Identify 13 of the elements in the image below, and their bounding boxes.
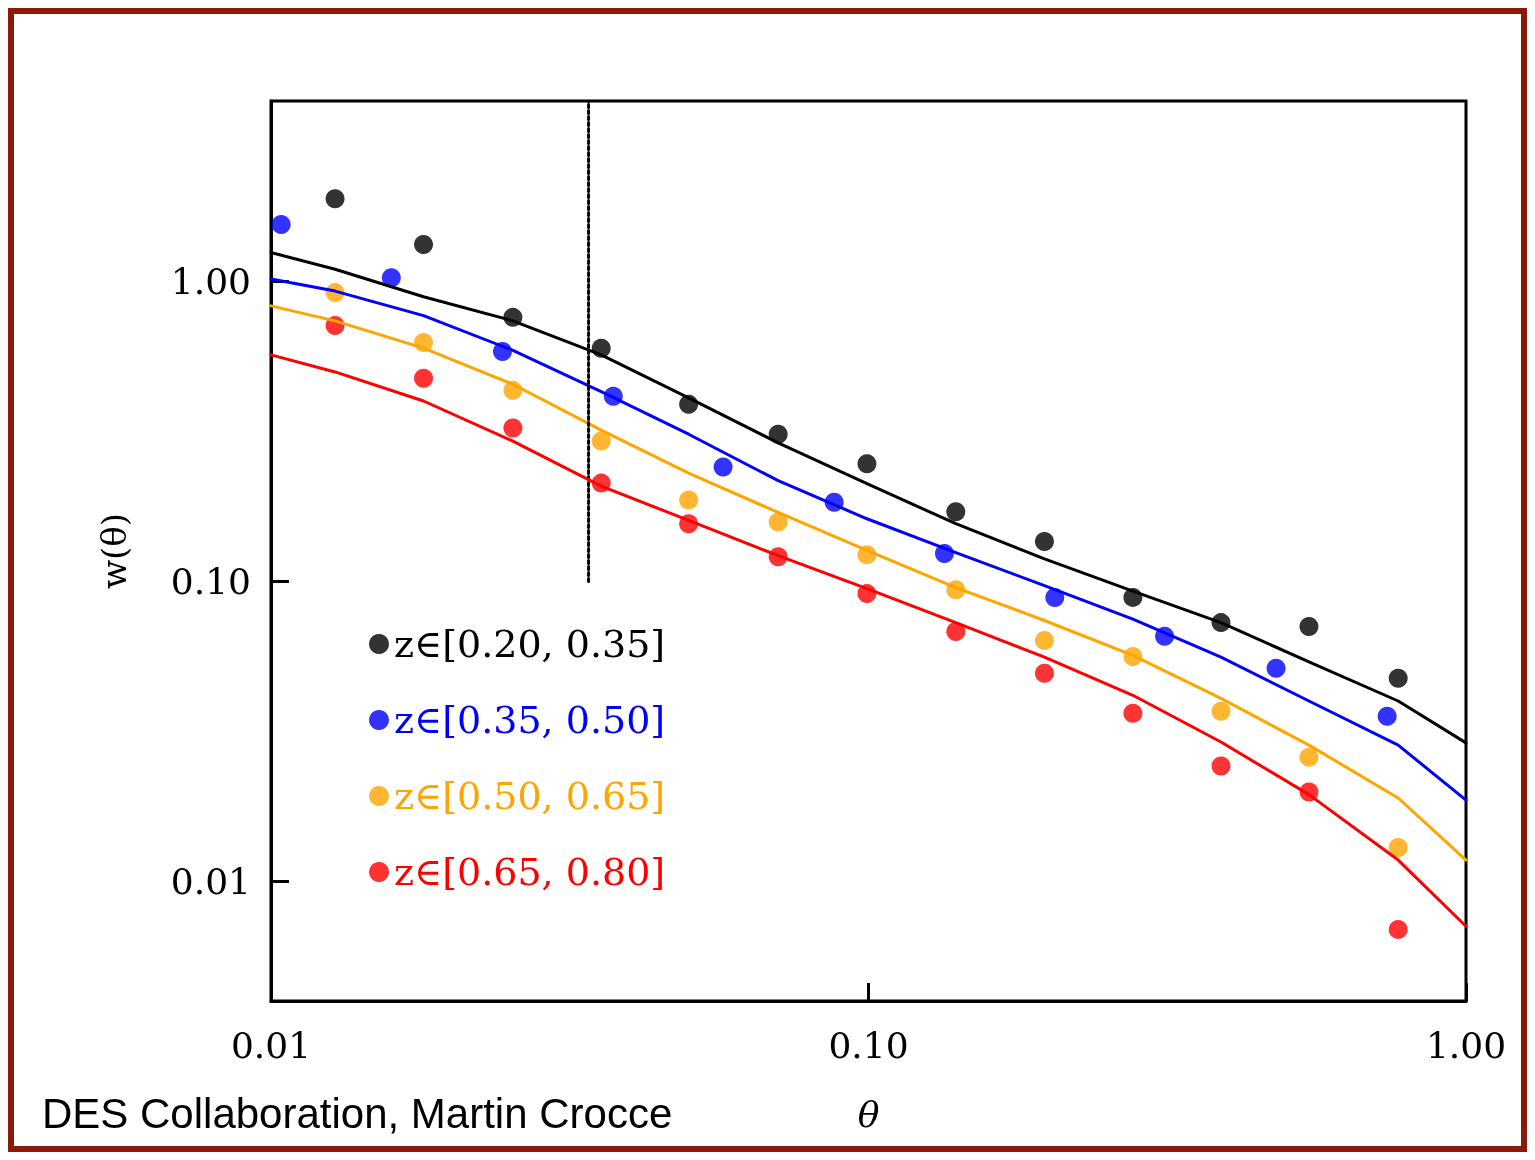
x-axis-title: θ: [857, 1093, 880, 1135]
legend-label: z∈[0.65, 0.80]: [394, 850, 666, 894]
y-tick-label: 0.01: [170, 861, 251, 903]
legend-label: z∈[0.20, 0.35]: [394, 622, 666, 666]
y-tick-label: 1.00: [170, 261, 251, 303]
legend-label: z∈[0.35, 0.50]: [394, 698, 666, 742]
text: DES Collaboration, Martin Crocce: [42, 1089, 673, 1137]
legend-label: z∈[0.50, 0.65]: [394, 774, 666, 818]
y-axis-title: w(θ): [94, 512, 134, 590]
x-tick-label: 0.01: [230, 1024, 312, 1066]
y-tick-label: 0.10: [170, 561, 251, 603]
x-tick-label: 1.00: [1425, 1024, 1507, 1066]
x-tick-label: 0.10: [828, 1024, 909, 1066]
